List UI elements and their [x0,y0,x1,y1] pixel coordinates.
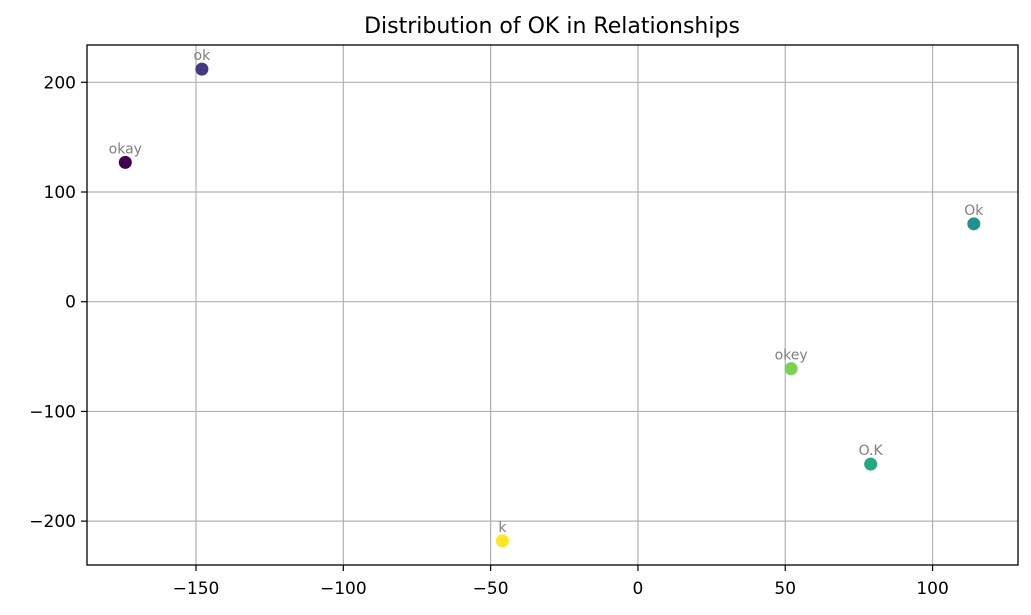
data-point-ok [195,62,209,76]
point-labels: okay ok Ok O.K okey k [109,48,985,536]
point-label: okay [109,141,142,157]
data-point-okey [784,362,798,376]
axis-ticks: −150 −100 −50 0 50 100 −200 −100 0 100 200 [29,73,948,599]
point-label: ok [194,48,212,64]
x-tick-label: 0 [633,579,644,599]
axes-frame [86,44,1019,566]
point-label: okey [775,348,808,364]
y-tick-label: 0 [65,293,76,313]
y-tick-label: 100 [44,183,76,203]
data-point-ok [967,217,981,231]
data-point-o-k [864,457,878,471]
x-tick-label: −50 [473,579,509,599]
point-label: k [498,520,507,536]
chart-title: Distribution of OK in Relationships [364,14,740,39]
x-tick-label: −150 [173,579,220,599]
x-tick-label: 50 [774,579,796,599]
point-label: O.K [859,443,884,459]
data-points [118,62,981,548]
y-tick-label: −100 [29,402,76,422]
y-tick-label: 200 [44,73,76,93]
y-tick-label: −200 [29,512,76,532]
x-tick-label: −100 [320,579,367,599]
x-tick-label: 100 [916,579,948,599]
data-point-k [495,534,509,548]
grid [87,45,1018,565]
data-point-okay [118,155,132,169]
point-label: Ok [964,203,984,219]
